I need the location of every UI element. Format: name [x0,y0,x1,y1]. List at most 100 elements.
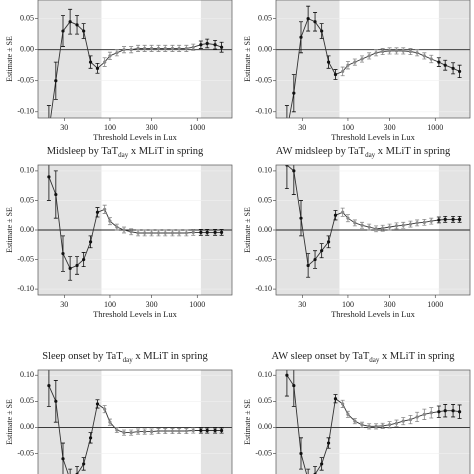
data-point [429,219,433,223]
data-point [82,462,86,466]
data-point [108,54,112,58]
data-point [374,424,378,428]
y-tick-label: 0.10 [20,166,34,175]
plot-border [37,0,233,119]
y-tick-label: 0.05 [258,13,272,22]
panel-title: Sleep onset by TaTday x MLiT in spring [42,351,208,363]
data-point [82,257,86,262]
data-point [360,423,364,427]
error-bar [284,105,289,118]
data-point [457,410,462,414]
error-bar [46,105,51,118]
y-tick-label: 0.10 [258,370,272,379]
data-point [360,223,364,227]
data-point [122,48,126,52]
x-tick-label: 300 [384,300,396,309]
data-point [443,217,447,221]
data-point [381,49,385,54]
data-point [103,60,107,64]
data-point [401,49,405,53]
data-point [457,69,462,74]
data-point [360,57,364,61]
data-point [219,428,224,433]
y-tick-label: -0.05 [17,76,34,85]
data-point [333,72,338,77]
data-point [177,231,181,235]
title-subscript: day [369,356,380,364]
data-point [156,429,161,433]
title-main: Midsleep by TaT [47,146,119,157]
shaded-region [200,370,232,474]
data-point [381,226,385,230]
data-point [422,220,426,224]
data-point [129,431,133,435]
plot-border [275,164,471,296]
data-point [437,410,441,414]
data-point [346,63,350,67]
data-point [346,412,350,416]
y-tick-label: 0.05 [20,195,34,204]
x-tick-label: 30 [60,300,68,309]
title-subscript: day [365,151,376,159]
x-tick-label: 1000 [189,123,205,132]
x-tick-label: 1000 [427,300,443,309]
data-point [437,218,441,222]
data-point [408,222,413,226]
x-tick-label: 30 [298,300,306,309]
data-point [191,230,195,234]
title-suffix: x MLiT in spring [379,351,455,362]
y-tick-label: 0.00 [258,422,272,431]
data-point [299,216,303,220]
data-point [394,421,399,425]
data-point [205,428,209,433]
data-point [143,429,147,434]
y-tick-label: -0.05 [255,76,272,85]
data-point [156,46,161,51]
data-point [299,451,303,456]
x-tick-label: 100 [104,300,116,309]
data-point [68,266,72,271]
y-tick-label: 0.00 [20,45,34,54]
data-point [177,46,181,51]
x-tick-label: 30 [298,123,306,132]
data-point [143,46,147,51]
y-tick-label: -0.05 [17,254,34,263]
data-point [68,20,72,24]
shaded-region [438,0,470,118]
error-bar [75,466,80,474]
plot-border [275,369,471,474]
data-point [75,23,79,27]
data-point [129,48,133,52]
data-point [213,230,217,234]
data-point [353,60,357,64]
panel-title: AW midsleep by TaTday x MLiT in spring [276,146,451,158]
data-point [429,57,433,61]
data-point [213,428,217,433]
y-tick-label: 0.00 [20,422,34,431]
plot-area [276,0,470,118]
plot-border [37,369,233,474]
data-point [199,43,203,47]
data-point [136,231,140,235]
data-point [95,402,100,406]
title-subscript: day [123,356,134,364]
data-point [47,129,50,132]
data-point [374,51,378,55]
data-point [136,429,140,434]
data-point [136,46,140,51]
data-point [429,411,433,415]
y-tick-label: -0.05 [255,448,272,457]
x-tick-label: 1000 [189,300,205,309]
data-point [306,17,310,21]
x-axis-label: Threshold Levels in Lux [93,309,178,319]
data-point [213,43,217,47]
y-tick-label: 0.10 [258,166,272,175]
data-point [191,45,195,49]
data-point [292,384,296,388]
y-tick-label: 0.05 [258,396,272,405]
plot-area [38,370,232,474]
data-point [408,49,413,54]
data-point [320,249,324,253]
data-point [415,415,419,419]
